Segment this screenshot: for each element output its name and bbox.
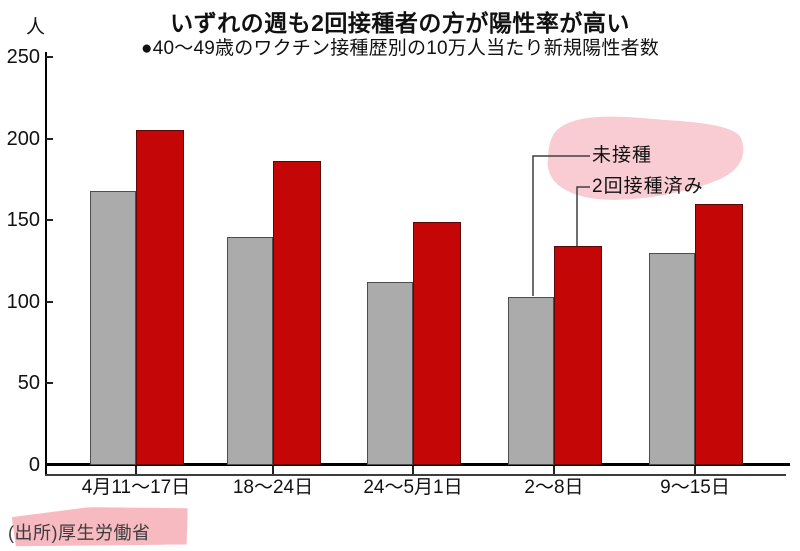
- y-tick-label: 50: [17, 372, 40, 395]
- bar-unvaccinated: [508, 296, 554, 465]
- y-tick-label: 150: [6, 209, 40, 232]
- y-tick-mark: [46, 382, 53, 385]
- y-tick-label: 0: [28, 454, 40, 476]
- bar-double-vaccinated: [695, 203, 743, 465]
- y-tick-mark: [46, 137, 53, 140]
- y-tick-label: 200: [6, 127, 40, 150]
- y-tick-mark: [46, 219, 53, 222]
- x-category-label: 9〜15日: [660, 477, 730, 498]
- x-tick-mark: [272, 466, 274, 474]
- y-tick-label: 100: [6, 290, 40, 313]
- x-category-label: 18〜24日: [232, 477, 314, 498]
- chart-title: いずれの週も2回接種者の方が陽性率が高い: [170, 10, 630, 36]
- x-category-label: 24〜5月1日: [363, 477, 463, 498]
- bar-unvaccinated: [367, 282, 413, 465]
- y-axis-line: [45, 52, 47, 476]
- x-tick-mark: [694, 466, 696, 474]
- bar-unvaccinated: [227, 236, 273, 465]
- legend-item-unvaccinated: 未接種: [592, 145, 653, 166]
- source-label: (出所)厚生労働省: [8, 523, 151, 543]
- x-tick-mark: [412, 466, 414, 474]
- x-category-label: 4月11〜17日: [81, 477, 191, 498]
- legend-item-double-vaccinated: 2回接種済み: [592, 176, 704, 197]
- x-tick-mark: [135, 466, 137, 474]
- x-axis-line: [45, 474, 786, 476]
- chart-subtitle: ●40〜49歳のワクチン接種歴別の10万人当たり新規陽性者数: [141, 38, 659, 59]
- bar-double-vaccinated: [554, 246, 602, 465]
- y-axis-unit-label: 人: [26, 17, 46, 38]
- y-tick-label: 250: [6, 46, 40, 68]
- bar-double-vaccinated: [413, 221, 461, 465]
- bar-unvaccinated: [90, 190, 136, 465]
- bar-double-vaccinated: [273, 161, 321, 465]
- y-tick-mark: [46, 300, 53, 303]
- y-tick-mark: [46, 56, 53, 58]
- bar-unvaccinated: [649, 252, 695, 465]
- x-tick-mark: [553, 466, 555, 474]
- x-category-label: 2〜8日: [524, 477, 584, 498]
- bar-double-vaccinated: [136, 130, 184, 465]
